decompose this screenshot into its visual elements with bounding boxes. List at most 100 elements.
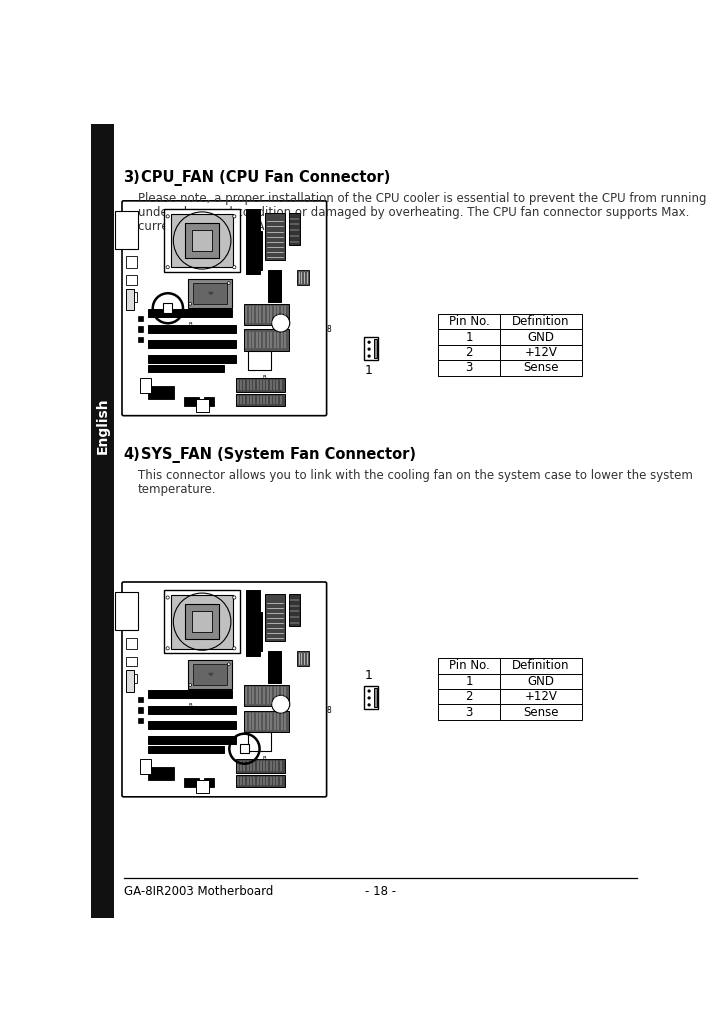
- Bar: [500, 360, 582, 376]
- Bar: [148, 689, 232, 698]
- Bar: [125, 276, 137, 285]
- Bar: [140, 378, 151, 393]
- Bar: [138, 316, 143, 321]
- Bar: [245, 711, 289, 732]
- Bar: [237, 394, 285, 406]
- Bar: [148, 721, 237, 729]
- Text: SYS_FAN (System Fan Connector): SYS_FAN (System Fan Connector): [141, 447, 416, 463]
- Bar: [125, 656, 137, 666]
- Bar: [268, 651, 281, 681]
- Bar: [438, 689, 500, 705]
- Circle shape: [166, 595, 170, 600]
- Bar: [364, 686, 378, 709]
- Text: Definition: Definition: [512, 315, 569, 328]
- Text: 1: 1: [465, 330, 473, 344]
- Bar: [125, 292, 137, 302]
- Bar: [237, 775, 285, 786]
- Bar: [374, 338, 376, 358]
- Bar: [148, 706, 237, 714]
- Bar: [138, 336, 143, 343]
- Circle shape: [166, 647, 170, 650]
- Bar: [248, 351, 271, 369]
- Circle shape: [233, 265, 236, 268]
- Bar: [264, 213, 285, 260]
- Bar: [237, 760, 285, 773]
- Text: +12V: +12V: [524, 346, 558, 359]
- Circle shape: [272, 696, 290, 713]
- Text: 3): 3): [124, 170, 141, 185]
- Bar: [192, 611, 213, 633]
- Bar: [500, 345, 582, 360]
- Bar: [438, 314, 500, 329]
- Bar: [138, 718, 143, 723]
- Bar: [297, 270, 309, 285]
- Bar: [248, 621, 261, 651]
- Bar: [194, 283, 227, 303]
- Bar: [125, 674, 137, 683]
- Bar: [148, 736, 237, 744]
- Text: Sense: Sense: [523, 361, 558, 375]
- Bar: [248, 232, 261, 239]
- Text: This connector allows you to link with the cooling fan on the system case to low: This connector allows you to link with t…: [138, 469, 692, 482]
- Text: 4): 4): [124, 447, 141, 462]
- Bar: [171, 594, 234, 648]
- Bar: [91, 124, 114, 918]
- Text: B: B: [189, 322, 192, 327]
- FancyBboxPatch shape: [122, 582, 327, 797]
- Bar: [188, 659, 232, 689]
- Bar: [125, 256, 137, 268]
- Bar: [171, 214, 234, 267]
- Text: Please note, a proper installation of the CPU cooler is essential to prevent the: Please note, a proper installation of th…: [138, 192, 706, 204]
- Text: 3: 3: [465, 361, 473, 375]
- Bar: [148, 340, 237, 348]
- Bar: [438, 360, 500, 376]
- Bar: [138, 326, 143, 331]
- Bar: [500, 658, 582, 674]
- Text: ❤: ❤: [207, 290, 213, 296]
- Bar: [116, 592, 138, 631]
- Text: GND: GND: [527, 330, 555, 344]
- Bar: [248, 614, 261, 620]
- Circle shape: [227, 663, 230, 666]
- Bar: [116, 211, 138, 249]
- Bar: [188, 279, 232, 309]
- Circle shape: [368, 690, 370, 691]
- Bar: [184, 397, 199, 406]
- Circle shape: [233, 595, 236, 600]
- Bar: [184, 778, 199, 786]
- Bar: [125, 289, 134, 311]
- Text: +12V: +12V: [524, 690, 558, 703]
- Bar: [245, 304, 289, 325]
- Text: temperature.: temperature.: [138, 483, 216, 496]
- Bar: [297, 651, 309, 666]
- Bar: [148, 324, 237, 332]
- Bar: [204, 778, 214, 786]
- Bar: [438, 329, 500, 345]
- Bar: [163, 303, 173, 313]
- Circle shape: [166, 215, 170, 218]
- Bar: [248, 230, 261, 237]
- Bar: [438, 705, 500, 720]
- Text: 3: 3: [465, 706, 473, 718]
- Bar: [248, 612, 261, 618]
- Bar: [374, 687, 376, 707]
- Circle shape: [368, 355, 370, 357]
- Text: GA-8IR2003 Motherboard: GA-8IR2003 Motherboard: [124, 884, 273, 898]
- Text: current up to 600 mA.: current up to 600 mA.: [138, 220, 267, 233]
- Bar: [247, 208, 260, 275]
- Bar: [148, 746, 224, 753]
- Bar: [148, 309, 232, 317]
- Bar: [164, 590, 240, 653]
- Bar: [148, 355, 237, 363]
- Circle shape: [272, 314, 290, 332]
- Bar: [138, 697, 143, 702]
- Bar: [186, 223, 219, 258]
- Circle shape: [368, 697, 370, 699]
- Bar: [196, 780, 209, 794]
- Text: 2: 2: [465, 690, 473, 703]
- Bar: [140, 760, 151, 774]
- Text: Pin No.: Pin No.: [449, 659, 489, 673]
- Bar: [268, 272, 281, 302]
- Text: 8: 8: [327, 325, 331, 334]
- Bar: [500, 674, 582, 689]
